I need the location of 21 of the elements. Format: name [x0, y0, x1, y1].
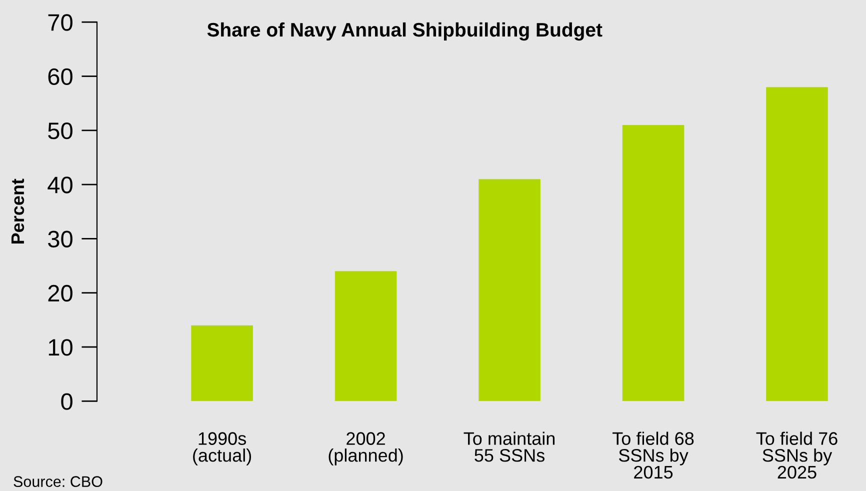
y-tick-label: 40: [48, 176, 72, 194]
y-tick-label: 60: [48, 68, 72, 86]
y-tick-label: 10: [48, 339, 72, 356]
bar: [191, 325, 253, 402]
x-tick-label: 2002 (planned): [328, 432, 403, 466]
source-note: Source: CBO: [14, 476, 102, 487]
chart-title: Share of Navy Annual Shipbuilding Budget: [207, 22, 602, 41]
x-tick-label: To maintain 55 SSNs: [464, 432, 555, 462]
bar: [334, 271, 397, 402]
y-tick-label: 20: [48, 284, 72, 302]
x-tick-label: To field 68 SSNs by 2015: [612, 432, 694, 479]
y-axis-title: Percent: [12, 178, 24, 244]
bar: [478, 179, 540, 402]
y-tick-label: 0: [61, 393, 72, 410]
bar: [766, 87, 828, 402]
bar: [622, 124, 684, 402]
y-tick-label: 70: [48, 14, 72, 31]
x-tick-label: 1990s (actual): [193, 432, 252, 466]
x-tick-label: To field 76 SSNs by 2025: [756, 432, 838, 479]
y-tick-label: 30: [48, 230, 72, 248]
y-tick-label: 50: [48, 122, 72, 140]
